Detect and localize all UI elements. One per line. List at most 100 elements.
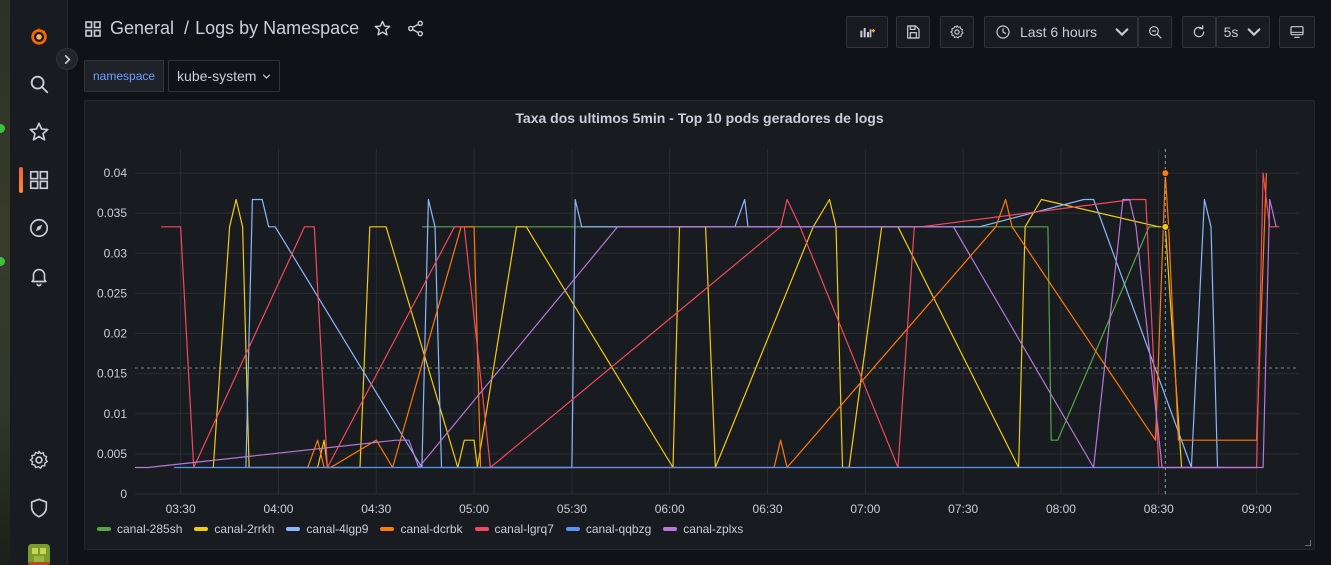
legend-swatch: [565, 527, 580, 531]
series-line-canal-lgrq7: [161, 172, 1280, 469]
refresh-button[interactable]: [1182, 16, 1216, 48]
top-bar: General / Logs by Namespace Last 6 hours: [68, 0, 1331, 62]
chevron-down-icon: [263, 73, 271, 79]
status-dot: [0, 257, 5, 266]
x-tick-label: 08:30: [1144, 502, 1174, 516]
active-indicator: [19, 167, 23, 193]
legend-swatch: [663, 527, 678, 531]
save-dashboard-button[interactable]: [896, 16, 930, 48]
status-dot: [0, 124, 5, 133]
legend-label: canal-dcrbk: [400, 522, 463, 536]
legend-swatch: [97, 527, 111, 531]
alerting-bell-icon[interactable]: [10, 256, 68, 296]
time-range-picker[interactable]: Last 6 hours: [984, 16, 1138, 48]
breadcrumb-folder[interactable]: General: [110, 18, 175, 38]
legend-label: canal-lgrq7: [494, 522, 554, 536]
refresh-interval-label: 5s: [1223, 24, 1239, 40]
x-tick-label: 07:30: [948, 502, 978, 516]
legend-item[interactable]: canal-4lgp9: [286, 522, 368, 536]
x-tick-label: 06:00: [655, 502, 685, 516]
panel-title[interactable]: Taxa dos ultimos 5min - Top 10 pods gera…: [515, 110, 884, 126]
grafana-logo-icon[interactable]: [10, 16, 68, 56]
zoom-out-button[interactable]: [1138, 16, 1172, 48]
hover-point-canal-2rrkh: [1161, 222, 1170, 231]
legend-swatch: [474, 527, 489, 531]
monitor-icon: [1290, 26, 1304, 38]
x-tick-label: 05:30: [557, 502, 587, 516]
legend-label: canal-285sh: [117, 522, 183, 536]
series-line-canal-dcrbk: [307, 172, 1267, 469]
dashboard-settings-button[interactable]: [940, 16, 974, 48]
legend-item[interactable]: canal-qqbzg: [565, 522, 652, 536]
timeseries-panel[interactable]: Taxa dos ultimos 5min - Top 10 pods gera…: [84, 100, 1315, 550]
chart-legend: canal-285sh canal-2rrkh canal-4lgp9 canal-d…: [97, 522, 743, 536]
sidebar-toggle-button[interactable]: [56, 48, 78, 70]
y-tick-label: 0.01: [104, 407, 128, 421]
explore-compass-icon[interactable]: [10, 208, 68, 248]
tv-mode-button[interactable]: [1279, 16, 1315, 48]
hover-point-canal-dcrbk: [1161, 169, 1170, 178]
y-tick-label: 0.015: [97, 367, 127, 381]
timeseries-chart[interactable]: 0 0.005 0.01 0.015 0.02 0.025 0.03 0.035 0.04 03:…: [85, 101, 1316, 521]
x-tick-label: 04:00: [263, 502, 293, 516]
breadcrumb-separator: /: [184, 18, 190, 38]
x-tick-label: 07:00: [850, 502, 880, 516]
variable-label: namespace: [84, 60, 165, 92]
favorite-star-icon[interactable]: [373, 19, 392, 38]
search-icon[interactable]: [10, 64, 68, 104]
breadcrumb: General / Logs by Namespace: [84, 18, 425, 39]
variables-row: namespace kube-system: [84, 60, 281, 92]
save-icon: [907, 25, 920, 39]
series-line-canal-4lgp9: [245, 198, 1219, 469]
panel-resize-handle[interactable]: [1305, 540, 1311, 546]
y-tick-label: 0.04: [104, 166, 128, 180]
chevron-down-icon: [1115, 28, 1129, 37]
x-tick-label: 08:00: [1046, 502, 1076, 516]
dashboard-grid-icon: [85, 20, 101, 37]
legend-item[interactable]: canal-zplxs: [663, 522, 743, 536]
add-panel-icon: [860, 28, 875, 38]
time-range-label: Last 6 hours: [1020, 24, 1098, 40]
y-tick-label: 0.025: [97, 286, 127, 300]
namespace-variable-select[interactable]: kube-system: [168, 60, 281, 92]
gear-icon[interactable]: [10, 440, 68, 480]
refresh-interval-picker[interactable]: 5s: [1216, 16, 1270, 48]
legend-label: canal-zplxs: [683, 522, 744, 536]
legend-swatch: [194, 527, 209, 531]
avatar[interactable]: [28, 544, 50, 565]
y-tick-label: 0.035: [97, 206, 127, 220]
legend-label: canal-4lgp9: [306, 522, 369, 536]
y-tick-label: 0.005: [97, 447, 127, 461]
x-tick-label: 04:30: [361, 502, 391, 516]
x-tick-label: 03:30: [166, 502, 196, 516]
chevron-right-icon: [64, 54, 71, 64]
y-tick-label: 0.03: [104, 246, 128, 260]
x-tick-label: 09:00: [1242, 502, 1272, 516]
series-line-canal-zplxs: [135, 198, 1277, 469]
dashboard-title[interactable]: Logs by Namespace: [195, 18, 360, 38]
x-tick-label: 05:00: [459, 502, 489, 516]
shield-icon[interactable]: [10, 488, 68, 528]
star-icon[interactable]: [10, 112, 68, 152]
clock-icon: [996, 25, 1010, 39]
add-panel-button[interactable]: [846, 16, 888, 48]
y-tick-label: 0.02: [104, 327, 128, 341]
legend-item[interactable]: canal-285sh: [97, 522, 182, 536]
legend-item[interactable]: canal-dcrbk: [380, 522, 463, 536]
legend-swatch: [380, 527, 395, 531]
variable-value: kube-system: [177, 68, 257, 84]
legend-label: canal-qqbzg: [585, 522, 652, 536]
refresh-icon: [1193, 25, 1205, 38]
legend-item[interactable]: canal-2rrkh: [194, 522, 274, 536]
chevron-down-icon: [1247, 28, 1261, 37]
dashboards-icon[interactable]: [10, 160, 68, 200]
zoom-out-icon: [1149, 26, 1162, 39]
legend-label: canal-2rrkh: [214, 522, 275, 536]
sidebar: [10, 0, 68, 565]
settings-gear-icon: [950, 25, 964, 39]
x-tick-label: 06:30: [753, 502, 783, 516]
share-icon[interactable]: [406, 19, 425, 38]
y-tick-label: 0: [120, 487, 127, 501]
legend-item[interactable]: canal-lgrq7: [474, 522, 554, 536]
